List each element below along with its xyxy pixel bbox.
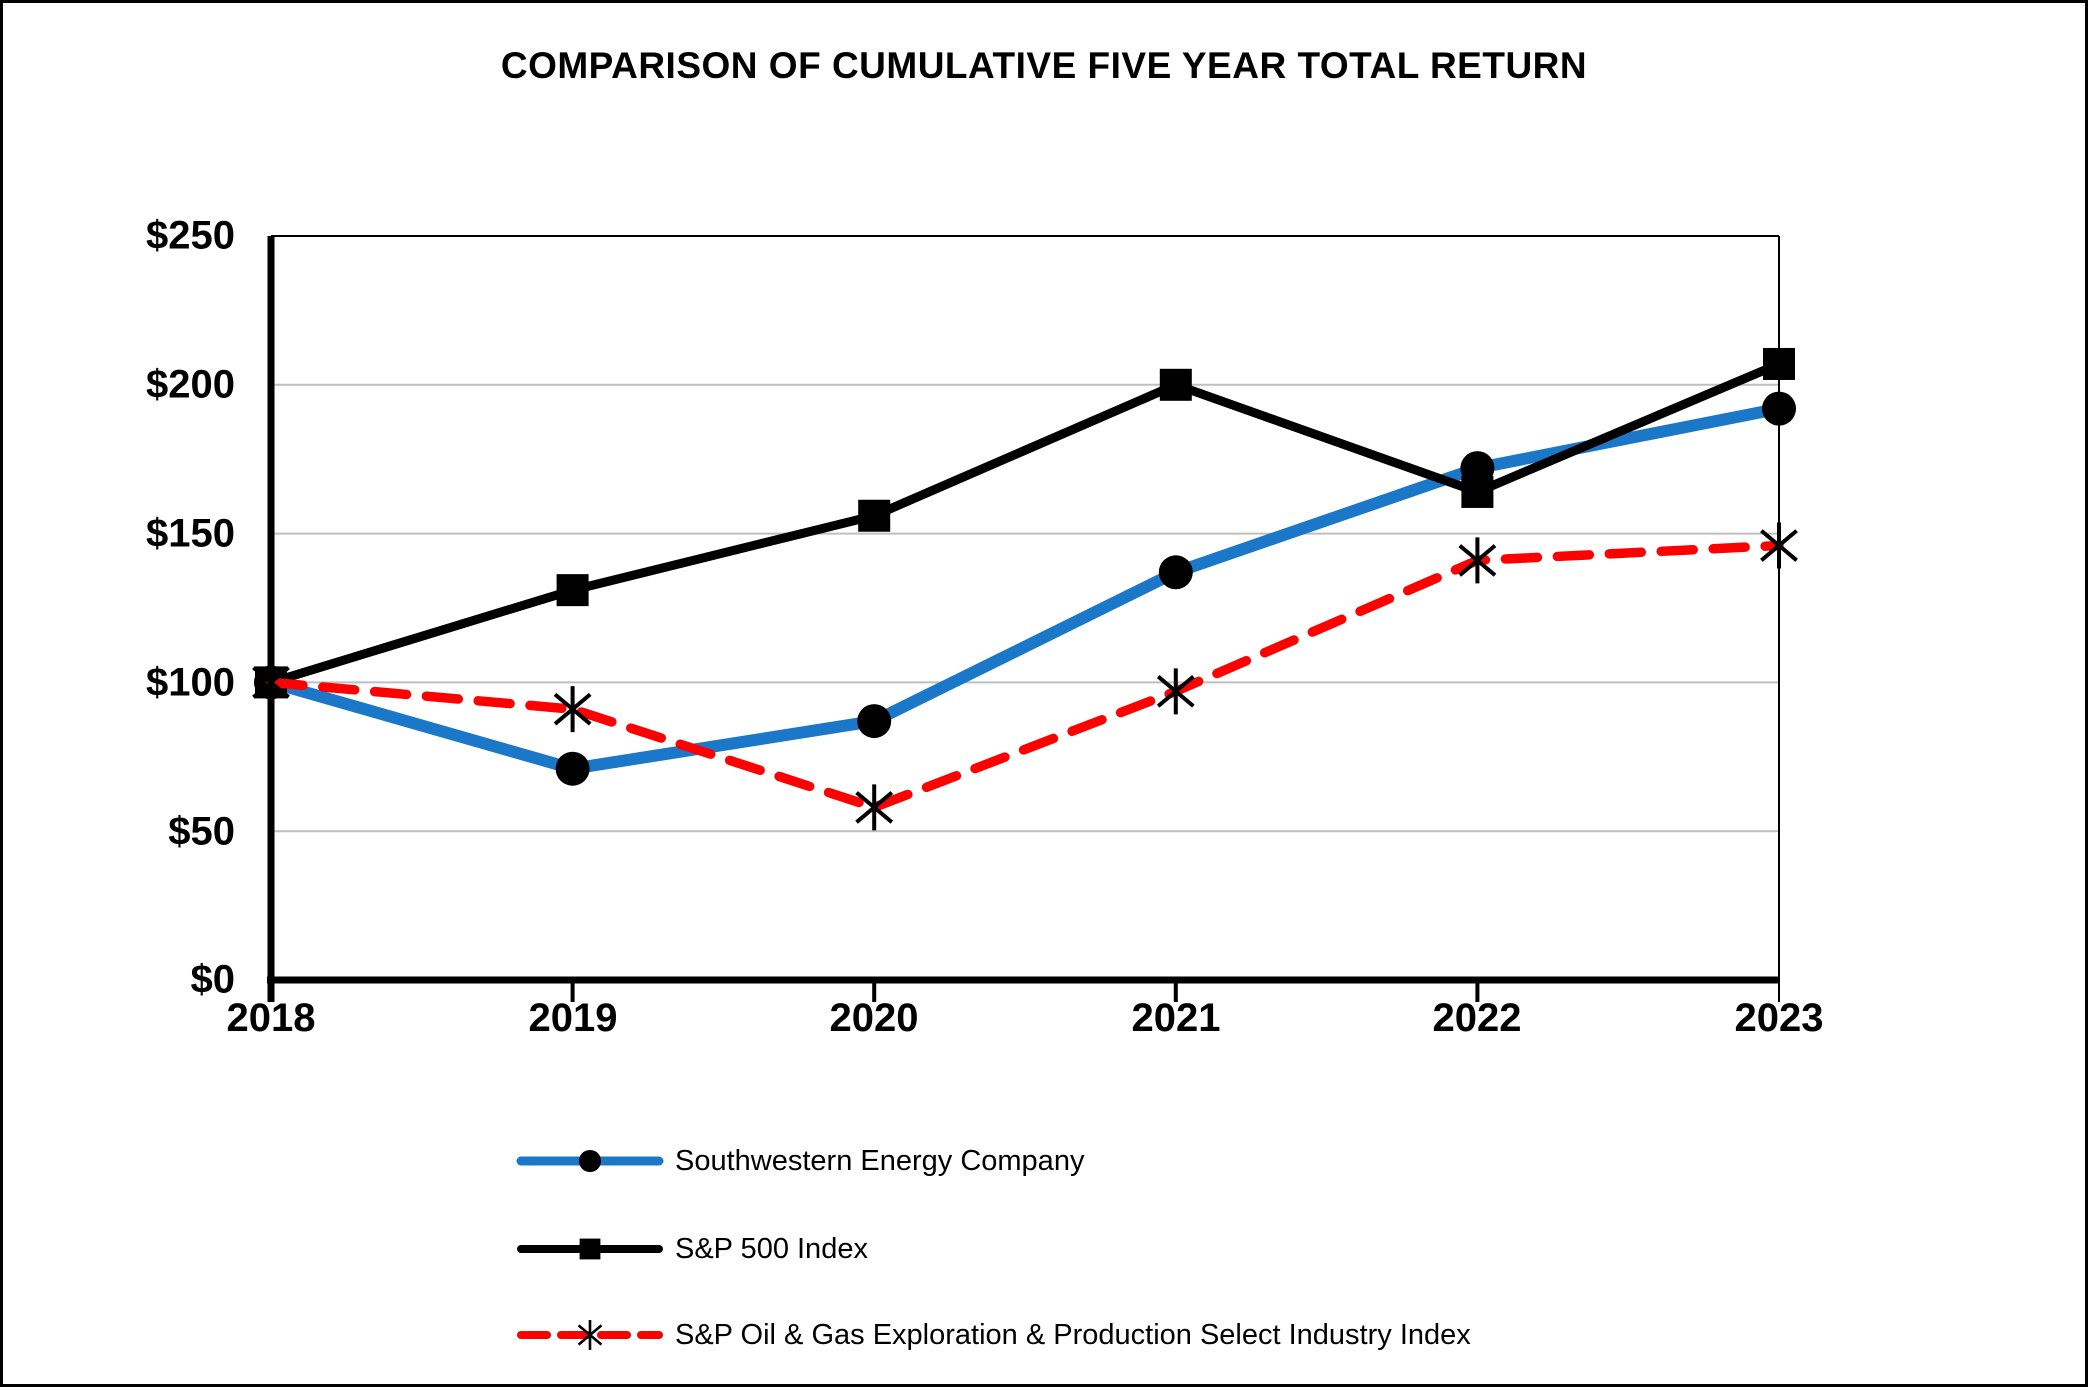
- axes: [267, 235, 1780, 1002]
- legend-swatch-line-circle-icon: [516, 1149, 664, 1173]
- legend-label: Southwestern Energy Company: [675, 1144, 1085, 1177]
- legend-label: S&P Oil & Gas Exploration & Production S…: [675, 1318, 1471, 1351]
- legend-item-southwestern-energy: Southwestern Energy Company: [515, 1133, 1084, 1189]
- legend-item-sp-oil-gas: S&P Oil & Gas Exploration & Production S…: [515, 1307, 1471, 1363]
- x-tick-label-2022: 2022: [1432, 996, 1522, 1040]
- y-tick-label-150: $150: [146, 511, 235, 556]
- chart-title: COMPARISON OF CUMULATIVE FIVE YEAR TOTAL…: [500, 45, 1588, 86]
- y-tick-label-250: $250: [146, 213, 235, 258]
- plot-area: [252, 235, 1798, 1002]
- x-tick-label-2021: 2021: [1131, 996, 1221, 1040]
- gridlines: [271, 383, 1779, 833]
- x-tick-label-2023: 2023: [1734, 996, 1824, 1040]
- x-tick-label-2019: 2019: [528, 996, 618, 1040]
- y-tick-label-0: $0: [190, 957, 236, 1002]
- y-tick-label-50: $50: [168, 809, 235, 854]
- legend-swatch-line-square-icon: [517, 1238, 663, 1260]
- series-s-p-oil-gas-exploration-production-select-industry-index: [252, 522, 1798, 831]
- x-tick-label-2020: 2020: [829, 996, 919, 1040]
- y-tick-label-100: $100: [146, 660, 235, 705]
- y-tick-label-200: $200: [146, 362, 235, 407]
- x-tick-label-2018: 2018: [226, 996, 316, 1040]
- legend-swatch-dash-asterisk-icon: [517, 1320, 663, 1350]
- legend-label: S&P 500 Index: [675, 1232, 868, 1265]
- legend-item-sp500: S&P 500 Index: [515, 1221, 868, 1277]
